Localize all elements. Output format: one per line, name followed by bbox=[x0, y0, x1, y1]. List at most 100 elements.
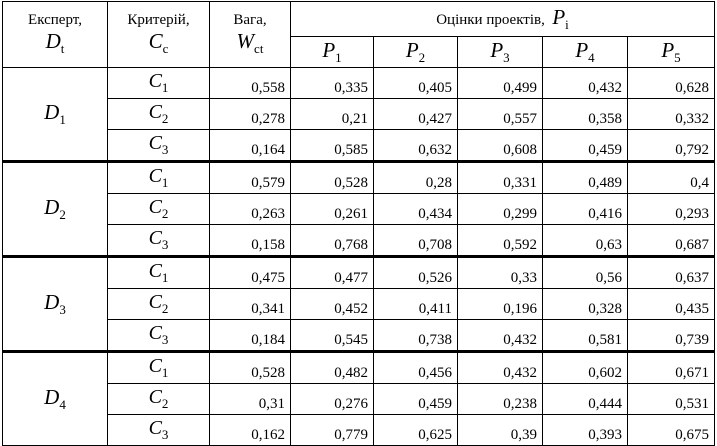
symbol: C bbox=[148, 321, 162, 344]
score-cell: 0,261 bbox=[290, 193, 374, 225]
score-cell: 0,768 bbox=[290, 224, 374, 257]
subscript: 1 bbox=[161, 364, 169, 380]
score-cell: 0,28 bbox=[373, 160, 458, 194]
subscript: c bbox=[162, 40, 169, 56]
score-cell: 0,687 bbox=[627, 224, 715, 257]
symbol: P bbox=[661, 37, 675, 62]
symbol: P bbox=[490, 37, 504, 62]
score-cell: 0,675 bbox=[627, 414, 715, 446]
project-header: P4 bbox=[542, 36, 628, 68]
data-row: C2 0,263 0,261 0,434 0,299 0,416 0,293 bbox=[3, 193, 715, 225]
score-cell: 0,557 bbox=[457, 98, 543, 130]
score-cell: 0,739 bbox=[627, 319, 715, 352]
symbol: C bbox=[148, 164, 162, 187]
weight-cell: 0,341 bbox=[209, 288, 291, 320]
subscript: 4 bbox=[588, 49, 595, 65]
criterion-cell: C3 bbox=[107, 224, 210, 257]
score-cell: 0,411 bbox=[373, 288, 458, 320]
weight-cell: 0,263 bbox=[209, 193, 291, 225]
subscript: i bbox=[565, 16, 569, 32]
weight-cell: 0,162 bbox=[209, 414, 291, 446]
score-cell: 0,435 bbox=[627, 288, 715, 320]
symbol: D bbox=[45, 28, 61, 53]
criterion-cell: C3 bbox=[107, 414, 210, 446]
symbol: D bbox=[44, 194, 60, 219]
criterion-cell: C1 bbox=[107, 160, 210, 194]
subscript: 1 bbox=[161, 174, 169, 190]
symbol: D bbox=[44, 289, 60, 314]
score-cell: 0,56 bbox=[542, 255, 628, 289]
subscript: 3 bbox=[503, 49, 510, 65]
weight-cell: 0,31 bbox=[209, 383, 291, 415]
data-row: C2 0,31 0,276 0,459 0,238 0,444 0,531 bbox=[3, 383, 715, 415]
data-row: D4 C1 0,528 0,482 0,456 0,432 0,602 0,671 bbox=[2, 350, 715, 446]
weight-cell: 0,278 bbox=[209, 98, 291, 130]
symbol: C bbox=[148, 69, 162, 92]
weight-cell: 0,184 bbox=[209, 319, 291, 352]
criterion-cell: C2 bbox=[107, 383, 210, 415]
score-cell: 0,416 bbox=[542, 193, 628, 225]
criterion-cell: C1 bbox=[107, 255, 210, 289]
score-cell: 0,456 bbox=[373, 350, 458, 384]
score-cell: 0,477 bbox=[290, 255, 374, 289]
subscript: 2 bbox=[418, 49, 426, 65]
weight-cell: 0,528 bbox=[209, 350, 291, 384]
score-cell: 0,671 bbox=[627, 350, 715, 384]
criterion-cell: C3 bbox=[107, 319, 210, 352]
subscript: 1 bbox=[335, 49, 342, 65]
score-cell: 0,792 bbox=[627, 129, 715, 162]
score-cell: 0,335 bbox=[290, 67, 374, 99]
symbol: C bbox=[148, 195, 162, 218]
score-cell: 0,332 bbox=[627, 98, 715, 130]
symbol: C bbox=[148, 131, 162, 154]
criterion-cell: C2 bbox=[107, 193, 210, 225]
score-cell: 0,779 bbox=[290, 414, 374, 446]
expert-cell: D2 bbox=[2, 160, 108, 257]
weight-cell: 0,475 bbox=[209, 255, 291, 289]
score-cell: 0,405 bbox=[373, 67, 458, 99]
subscript: ct bbox=[254, 40, 264, 56]
score-cell: 0,63 bbox=[542, 224, 628, 257]
header-row: Експерт, Dt Критерій, Cc Вага, Wct Оцінки прое… bbox=[2, 1, 715, 68]
score-cell: 0,628 bbox=[627, 67, 715, 99]
score-cell: 0,196 bbox=[457, 288, 543, 320]
symbol: P bbox=[322, 37, 336, 62]
score-cell: 0,482 bbox=[290, 350, 374, 384]
symbol: C bbox=[148, 28, 163, 53]
data-row: C3 0,162 0,779 0,625 0,39 0,393 0,675 bbox=[3, 414, 715, 446]
score-cell: 0,526 bbox=[373, 255, 458, 289]
score-cell: 0,528 bbox=[290, 160, 374, 194]
score-cell: 0,358 bbox=[542, 98, 628, 130]
header-cell: Оцінки проектів, Pi bbox=[290, 1, 715, 37]
subscript: 2 bbox=[161, 395, 169, 411]
subscript: 3 bbox=[161, 331, 169, 347]
score-cell: 0,581 bbox=[542, 319, 628, 352]
score-cell: 0,738 bbox=[373, 319, 458, 352]
criterion-cell: C1 bbox=[107, 67, 210, 99]
subscript: 1 bbox=[161, 79, 169, 95]
subscript: 2 bbox=[161, 110, 169, 126]
score-cell: 0,625 bbox=[373, 414, 458, 446]
data-row: C3 0,164 0,585 0,632 0,608 0,459 0,792 bbox=[3, 129, 715, 162]
score-cell: 0,459 bbox=[373, 383, 458, 415]
header-cell: Критерій, Cc bbox=[107, 1, 210, 68]
weight-cell: 0,158 bbox=[209, 224, 291, 257]
symbol: C bbox=[148, 259, 162, 282]
expert-cell: D4 bbox=[2, 350, 108, 446]
score-cell: 0,432 bbox=[457, 350, 543, 384]
project-header: P1 bbox=[290, 36, 374, 68]
subscript: 3 bbox=[161, 426, 169, 442]
symbol: C bbox=[148, 354, 162, 377]
subscript: 4 bbox=[59, 396, 66, 412]
symbol: C bbox=[148, 290, 162, 313]
score-cell: 0,637 bbox=[627, 255, 715, 289]
header-text: Критерій, bbox=[127, 11, 190, 28]
symbol: C bbox=[148, 226, 162, 249]
symbol: C bbox=[148, 385, 162, 408]
data-row: D1 C1 0,558 0,335 0,405 0,499 0,432 0,628 bbox=[2, 67, 715, 162]
score-cell: 0,452 bbox=[290, 288, 374, 320]
data-row: C2 0,278 0,21 0,427 0,557 0,358 0,332 bbox=[3, 98, 715, 130]
score-cell: 0,432 bbox=[457, 319, 543, 352]
expert-cell: D3 bbox=[2, 255, 108, 352]
